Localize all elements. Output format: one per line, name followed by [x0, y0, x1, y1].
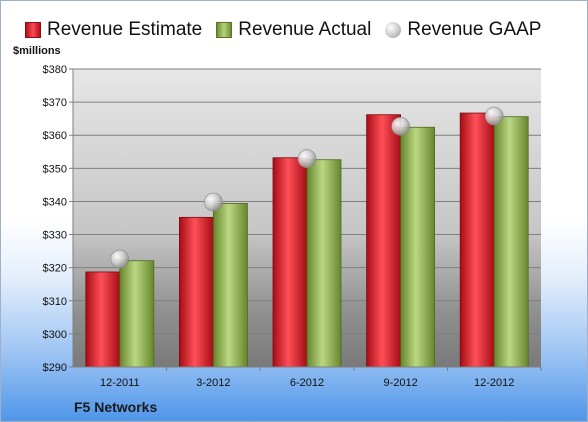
x-tick-label: 12-2011	[100, 377, 140, 389]
bar-revenue-actual	[306, 159, 342, 368]
y-tick-label: $350	[43, 163, 67, 175]
bar-revenue-actual	[400, 126, 436, 368]
y-tick-label: $320	[43, 263, 67, 275]
y-tick-label: $360	[43, 130, 67, 142]
y-tick-label: $310	[43, 296, 67, 308]
company-name: F5 Networks	[74, 399, 158, 415]
bar-revenue-actual	[119, 260, 155, 368]
legend-label-gaap: Revenue GAAP	[407, 19, 542, 40]
bar-revenue-estimate	[178, 216, 214, 368]
y-tick-label: $370	[43, 97, 67, 109]
y-axis-unit-label: $millions	[13, 45, 61, 57]
legend-swatch-gaap	[385, 22, 402, 38]
legend-swatch-estimate	[25, 22, 41, 38]
point-revenue-gaap	[110, 249, 130, 269]
legend-label-actual: Revenue Actual	[238, 19, 372, 40]
y-tick-label: $300	[43, 329, 67, 341]
point-revenue-gaap	[391, 116, 410, 136]
y-tick-label: $290	[43, 362, 67, 374]
bar-revenue-estimate	[366, 114, 402, 368]
y-tick-label: $380	[43, 64, 67, 76]
bar-revenue-estimate	[85, 271, 121, 368]
bar-revenue-actual	[212, 203, 248, 368]
y-tick-label: $340	[43, 196, 67, 208]
x-tick-label: 9-2012	[383, 377, 417, 389]
x-tick-label: 6-2012	[290, 377, 324, 389]
legend-item-estimate: Revenue Estimate	[25, 19, 202, 41]
legend-label-estimate: Revenue Estimate	[47, 19, 203, 40]
legend: Revenue Estimate Revenue Actual Revenue …	[25, 17, 577, 43]
bar-revenue-estimate	[272, 157, 308, 368]
point-revenue-gaap	[297, 149, 317, 169]
x-tick-label: 12-2012	[474, 377, 514, 389]
legend-swatch-actual	[216, 22, 233, 38]
x-tick-label: 3-2012	[196, 377, 230, 389]
y-tick-label: $330	[43, 230, 67, 242]
point-revenue-gaap	[484, 106, 504, 126]
bar-revenue-actual	[493, 116, 529, 368]
legend-item-actual: Revenue Actual	[216, 19, 371, 41]
point-revenue-gaap	[204, 192, 223, 212]
bar-revenue-estimate	[459, 112, 495, 368]
legend-item-gaap: Revenue GAAP	[385, 19, 541, 41]
